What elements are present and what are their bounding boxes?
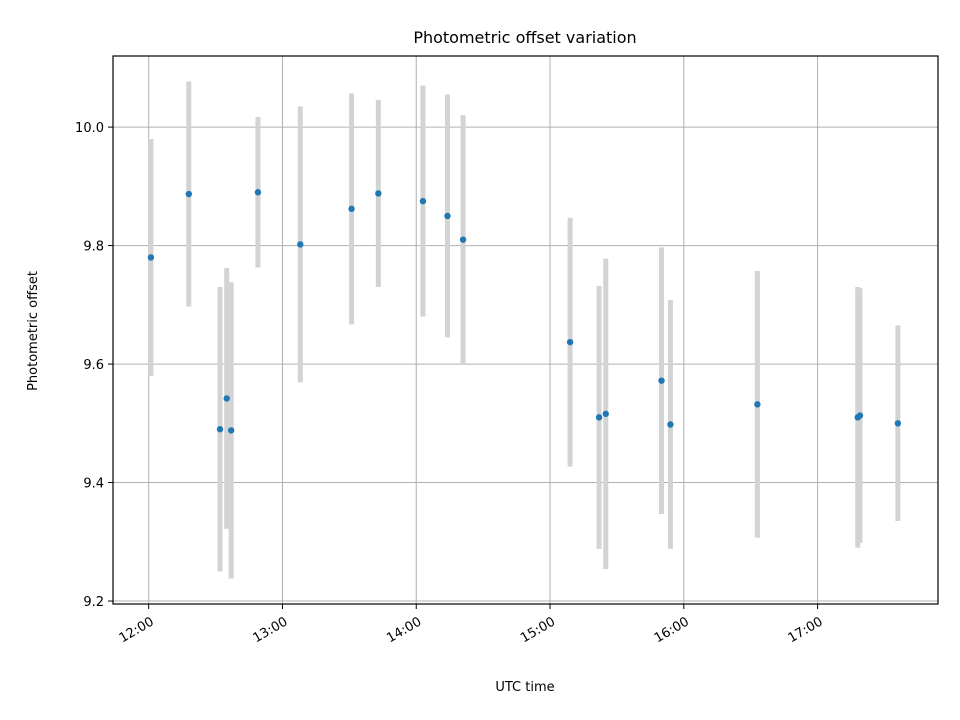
x-axis-label: UTC time [495, 680, 554, 695]
data-point [185, 190, 193, 198]
x-tick-label: 15:00 [518, 614, 558, 646]
data-point [419, 197, 427, 205]
x-tick-label: 12:00 [117, 614, 157, 646]
y-tick-label: 10.0 [75, 121, 104, 136]
chart-title: Photometric offset variation [413, 28, 636, 47]
x-tick-label: 13:00 [251, 614, 291, 646]
y-axis-ticks: 9.2 9.4 9.6 9.8 10.0 [75, 121, 113, 610]
plot-frame [112, 55, 939, 605]
data-point [216, 426, 224, 433]
y-tick-label: 9.4 [83, 477, 104, 492]
data-point [297, 241, 304, 248]
data-point [459, 236, 467, 243]
x-tick-label: 14:00 [384, 614, 424, 646]
data-point [658, 377, 665, 384]
data-point [147, 254, 155, 261]
data-point [667, 421, 674, 428]
data-point [227, 427, 235, 434]
data-point [375, 190, 382, 197]
data-point [444, 212, 451, 220]
data-point [602, 410, 609, 418]
data-point [595, 414, 603, 421]
data-point [223, 395, 230, 402]
data-point [254, 189, 262, 196]
y-axis-label: Photometric offset [26, 271, 41, 391]
data-point [566, 338, 574, 346]
x-tick-label: 17:00 [786, 614, 826, 646]
error-bars [148, 81, 901, 579]
x-axis-ticks: 12:00 13:00 14:00 15:00 16:00 17:00 [117, 604, 826, 646]
data-point [856, 412, 864, 419]
y-tick-label: 9.2 [83, 595, 104, 610]
y-tick-label: 9.8 [83, 240, 104, 255]
data-point [894, 420, 902, 427]
data-points [147, 189, 902, 434]
data-point [754, 401, 761, 408]
y-tick-label: 9.6 [83, 358, 104, 373]
x-tick-label: 16:00 [652, 614, 692, 646]
data-point [348, 205, 355, 213]
grid [113, 56, 938, 604]
